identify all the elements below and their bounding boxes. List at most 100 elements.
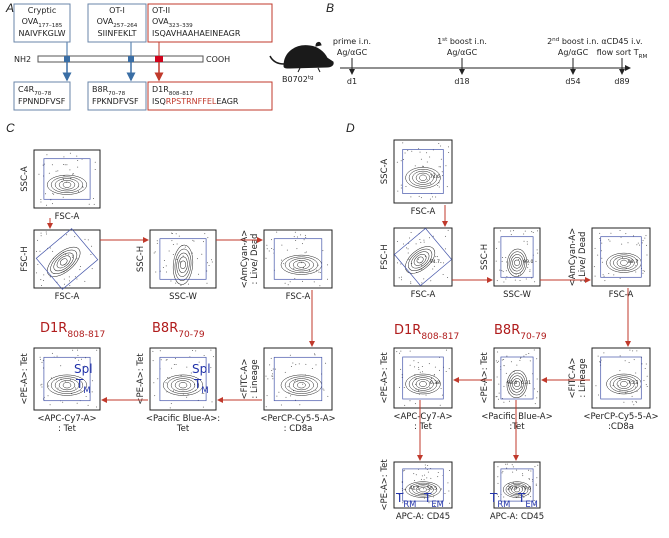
event-dot [96, 406, 98, 408]
event-dot [152, 360, 154, 362]
event-dot [91, 268, 93, 270]
contour [59, 258, 68, 266]
x-axis-label: <PerCP-Cy5-5-A> [583, 412, 658, 422]
event-dot [272, 368, 274, 370]
event-dot [82, 369, 84, 371]
box [13, 3, 71, 43]
text-part: ISQ [152, 97, 166, 106]
event-dot [37, 239, 39, 241]
event-dot [518, 259, 520, 261]
event-dot [94, 161, 96, 163]
event-dot [527, 267, 529, 269]
event-dot [527, 263, 529, 265]
event-dot [315, 389, 317, 391]
event-dot [168, 250, 170, 252]
event-dot [207, 237, 209, 239]
epitope-range: OVA323–339 [152, 17, 193, 29]
event-dot [526, 243, 528, 245]
event-dot [629, 349, 631, 351]
event-dot [534, 281, 536, 283]
text-part: flow sort T [597, 48, 639, 57]
event-dot [45, 231, 47, 233]
event-dot [503, 359, 505, 361]
event-dot [625, 233, 627, 235]
x-axis-label: : Tet [414, 422, 433, 432]
contour [507, 248, 527, 277]
event-dot [403, 159, 405, 161]
contour [412, 377, 434, 391]
event-dot [165, 265, 167, 267]
epitope-seq: NAIVFKGLW [19, 29, 66, 38]
x-axis-label: <PerCP-Cy5-5-A> [260, 414, 335, 424]
event-dot [533, 500, 535, 502]
text-part: M [83, 385, 90, 395]
event-dot [49, 276, 51, 278]
text-part: RM [403, 499, 416, 509]
event-dot [408, 237, 410, 239]
event-dot [410, 281, 412, 283]
contour [288, 378, 314, 393]
text-part: D1R [394, 323, 421, 338]
event-dot [528, 469, 530, 471]
event-dot [528, 352, 530, 354]
contour [172, 244, 194, 285]
contour [405, 373, 441, 395]
event-dot [203, 392, 205, 394]
contour [292, 380, 310, 391]
event-dot [636, 244, 638, 246]
event-dot [599, 238, 601, 240]
event-dot [535, 484, 537, 486]
event-dot [210, 367, 212, 369]
event-dot [612, 385, 614, 387]
event-dot [304, 234, 306, 236]
text-part: tg [308, 75, 314, 81]
contour [412, 170, 434, 185]
text-part: M [201, 385, 208, 395]
epitope-seq: SIINFEKLT [98, 29, 137, 38]
contour [174, 248, 192, 281]
event-dot [417, 390, 419, 392]
event-dot [537, 464, 539, 466]
event-dot [396, 351, 398, 353]
event-dot [621, 257, 623, 259]
y-axis-label: : Lineage [578, 358, 588, 397]
event-dot [532, 232, 534, 234]
y-axis-label: FSC-H [20, 246, 30, 272]
event-dot [42, 164, 44, 166]
event-dot [92, 197, 94, 199]
event-dot [423, 165, 425, 167]
x-axis-label: <APC-Cy7-A> [37, 414, 96, 424]
event-dot [70, 177, 72, 179]
event-dot [69, 379, 71, 381]
event-dot [421, 264, 423, 266]
contour [620, 259, 628, 266]
event-dot [298, 363, 300, 365]
event-dot [524, 230, 526, 232]
event-dot [166, 359, 168, 361]
contour [162, 374, 204, 396]
event-dot [46, 154, 48, 156]
day-label: d54 [565, 77, 580, 86]
event-dot [36, 272, 38, 274]
text-part: D1R [152, 85, 169, 94]
event-dot [440, 261, 442, 263]
contour [54, 378, 80, 393]
plot-title: D1R808-817 [40, 321, 106, 340]
x-axis-label: FSC-A [609, 290, 634, 300]
event-dot [65, 253, 67, 255]
event-dot [440, 387, 442, 389]
event-dot [641, 363, 643, 365]
event-dot [529, 360, 531, 362]
event-dot [175, 363, 177, 365]
event-dot [63, 278, 65, 280]
contour [408, 248, 433, 271]
event-dot [63, 164, 65, 166]
event-dot [295, 239, 297, 241]
event-dot [513, 230, 515, 232]
event-dot [430, 280, 432, 282]
event-dot [437, 472, 439, 474]
y-axis-label: <PE-A>: Tet [20, 353, 30, 405]
event-dot [287, 386, 289, 388]
event-dot [325, 362, 327, 364]
event-dot [646, 375, 648, 377]
